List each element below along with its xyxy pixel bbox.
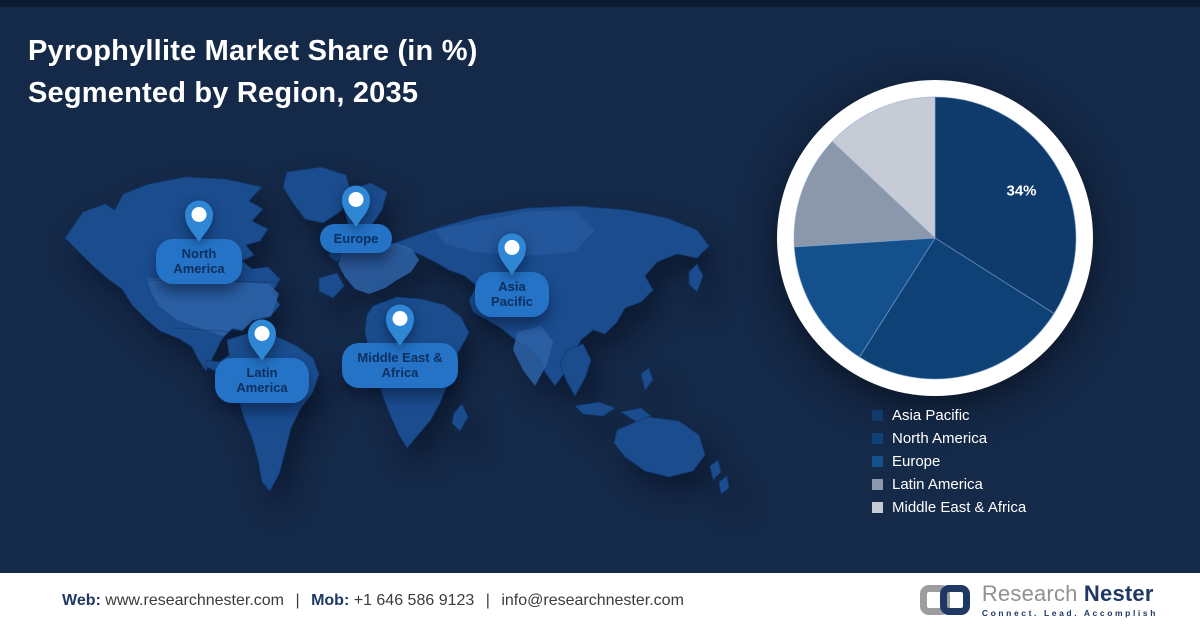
legend-label: Asia Pacific [892,407,970,424]
pin-label: North America [156,239,242,284]
legend-item-asia-pacific: Asia Pacific [872,408,1026,423]
pin-inner-dot [254,326,270,341]
legend-swatch [872,479,883,490]
pie-data-labels: 34% [1006,183,1036,200]
region-se-asia [559,343,592,397]
separator: | [485,592,490,609]
region-usa-highlight [147,278,279,336]
pin-label: Middle East & Africa [342,343,458,388]
location-pin-icon [342,185,370,227]
legend-item-north-america: North America [872,431,1026,446]
island-madagascar [451,403,469,432]
island-philippines [640,367,654,391]
region-iberia [318,272,345,299]
title-line-1: Pyrophyllite Market Share (in %) [28,35,478,67]
pie-slice-middle-east-africa [831,96,936,240]
islands-indonesia [574,401,652,423]
separator: | [295,592,300,609]
pie-chart: 34% [775,78,1095,398]
pin-label: Europe [320,224,392,254]
title-line-2: Segmented by Region, 2035 [28,77,419,109]
region-india-highlight [513,326,553,386]
legend-swatch [872,410,883,421]
world-map: North America Europe Asia Pacific Middle… [55,160,745,505]
border-us-mexico [174,327,236,333]
website-url: www.researchnester.com [105,592,284,609]
logo-rings-icon [919,584,972,617]
page-title: Pyrophyllite Market Share (in %) Segment… [28,30,478,114]
location-pin-icon [498,233,526,275]
research-nester-logo: Research Nester Connect. Lead. Accomplis… [919,573,1158,628]
phone-number: +1 646 586 9123 [353,592,475,609]
legend-item-europe: Europe [872,454,1026,469]
location-pin-icon [185,200,213,242]
pin-inner-dot [191,207,207,222]
continent-greenland [282,166,352,224]
legend-swatch [872,456,883,467]
island-new-zealand [709,459,730,495]
legend-label: Latin America [892,476,983,493]
island-japan [688,263,704,293]
contact-info: Web: www.researchnester.com | Mob: +1 64… [62,573,684,628]
location-pin-icon [248,319,276,361]
location-pin-icon [386,304,414,346]
legend-item-latin-america: Latin America [872,477,1026,492]
pin-inner-dot [504,240,520,255]
map-pin-north-america: North America [156,199,242,284]
map-pin-asia-pacific: Asia Pacific [475,232,549,317]
pin-label: Asia Pacific [475,272,549,317]
logo-name-research: Research [981,581,1078,606]
continent-australia [613,416,706,478]
web-label: Web: [62,592,101,609]
map-pin-middle-east-africa: Middle East & Africa [342,303,458,388]
pie-data-label-asia-pacific: 34% [1006,183,1036,200]
pie-chart-svg: 34% [777,80,1093,396]
region-europe-mainland [338,243,419,294]
chart-legend: Asia Pacific North America Europe Latin … [872,408,1026,523]
logo-ring-navy [939,584,970,615]
map-pin-europe: Europe [320,184,392,254]
legend-swatch [872,502,883,513]
pin-label: Latin America [215,358,309,403]
logo-name: Research Nester [982,583,1158,605]
pie-slice-europe [793,237,936,358]
pie-slice-asia-pacific [934,96,1077,315]
legend-label: Middle East & Africa [892,499,1027,516]
legend-item-middle-east-africa: Middle East & Africa [872,500,1026,515]
legend-label: Europe [892,453,941,470]
legend-label: North America [892,430,988,447]
footer-bar: Web: www.researchnester.com | Mob: +1 64… [0,573,1200,628]
pin-inner-dot [348,192,364,207]
pie-slice-north-america [858,237,1055,380]
logo-text: Research Nester Connect. Lead. Accomplis… [981,583,1158,619]
legend-swatch [872,433,883,444]
region-central-asia-highlight [435,210,595,256]
pie-slices [793,96,1077,380]
logo-tagline: Connect. Lead. Accomplish [981,608,1158,618]
map-pin-latin-america: Latin America [215,318,309,403]
email-address: info@researchnester.com [501,592,684,609]
mob-label: Mob: [311,592,350,609]
pin-inner-dot [392,311,408,326]
logo-name-nester: Nester [1083,581,1154,606]
pie-slice-latin-america [793,140,937,248]
